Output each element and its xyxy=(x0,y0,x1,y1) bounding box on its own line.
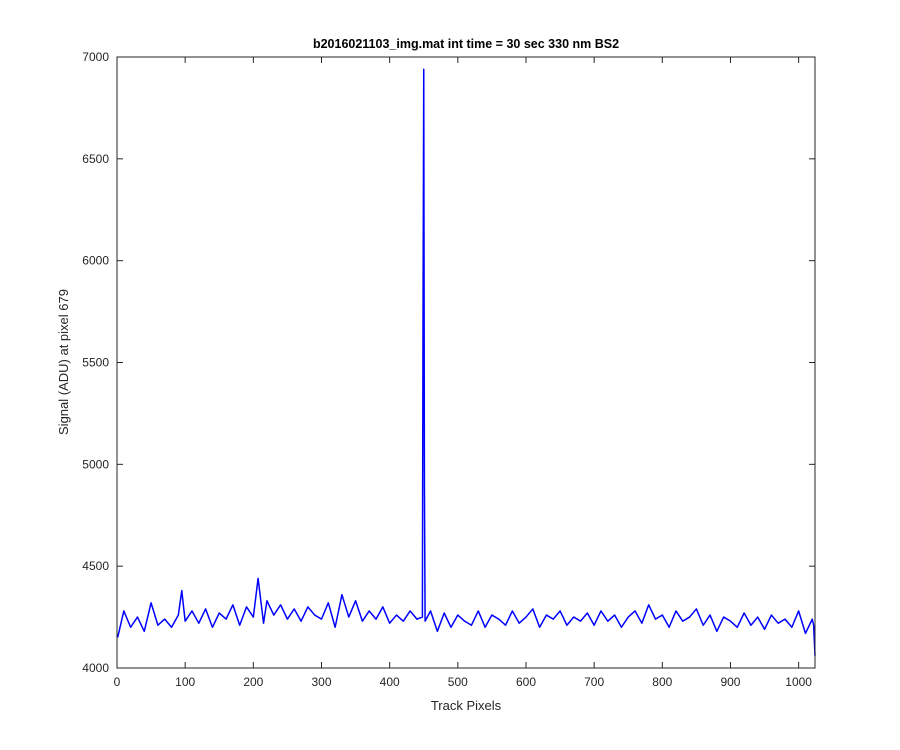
plot-background xyxy=(117,57,815,668)
x-tick-label: 400 xyxy=(380,675,400,689)
x-tick-label: 200 xyxy=(243,675,263,689)
x-tick-label: 1000 xyxy=(785,675,812,689)
y-tick-label: 4000 xyxy=(82,661,109,675)
y-tick-label: 7000 xyxy=(82,50,109,64)
x-axis-ticks: 0 100 200 300 400 500 600 700 800 900 1000 xyxy=(114,57,812,689)
x-tick-label: 800 xyxy=(652,675,672,689)
x-axis-label: Track Pixels xyxy=(431,698,502,713)
y-tick-label: 6500 xyxy=(82,152,109,166)
y-tick-label: 5000 xyxy=(82,457,109,471)
y-tick-label: 6000 xyxy=(82,254,109,268)
chart-title: b2016021103_img.mat int time = 30 sec 33… xyxy=(313,37,619,51)
x-tick-label: 700 xyxy=(584,675,604,689)
y-tick-label: 4500 xyxy=(82,559,109,573)
plot-frame xyxy=(116,56,816,669)
x-tick-label: 300 xyxy=(311,675,331,689)
signal-series-line xyxy=(116,68,816,656)
x-tick-label: 500 xyxy=(448,675,468,689)
x-tick-label: 0 xyxy=(114,675,121,689)
x-tick-label: 900 xyxy=(720,675,740,689)
y-axis-label: Signal (ADU) at pixel 679 xyxy=(56,289,71,435)
y-axis-ticks: 4000 4500 5000 5500 6000 6500 7000 xyxy=(82,50,815,675)
x-tick-label: 600 xyxy=(516,675,536,689)
x-tick-label: 100 xyxy=(175,675,195,689)
y-tick-label: 5500 xyxy=(82,356,109,370)
